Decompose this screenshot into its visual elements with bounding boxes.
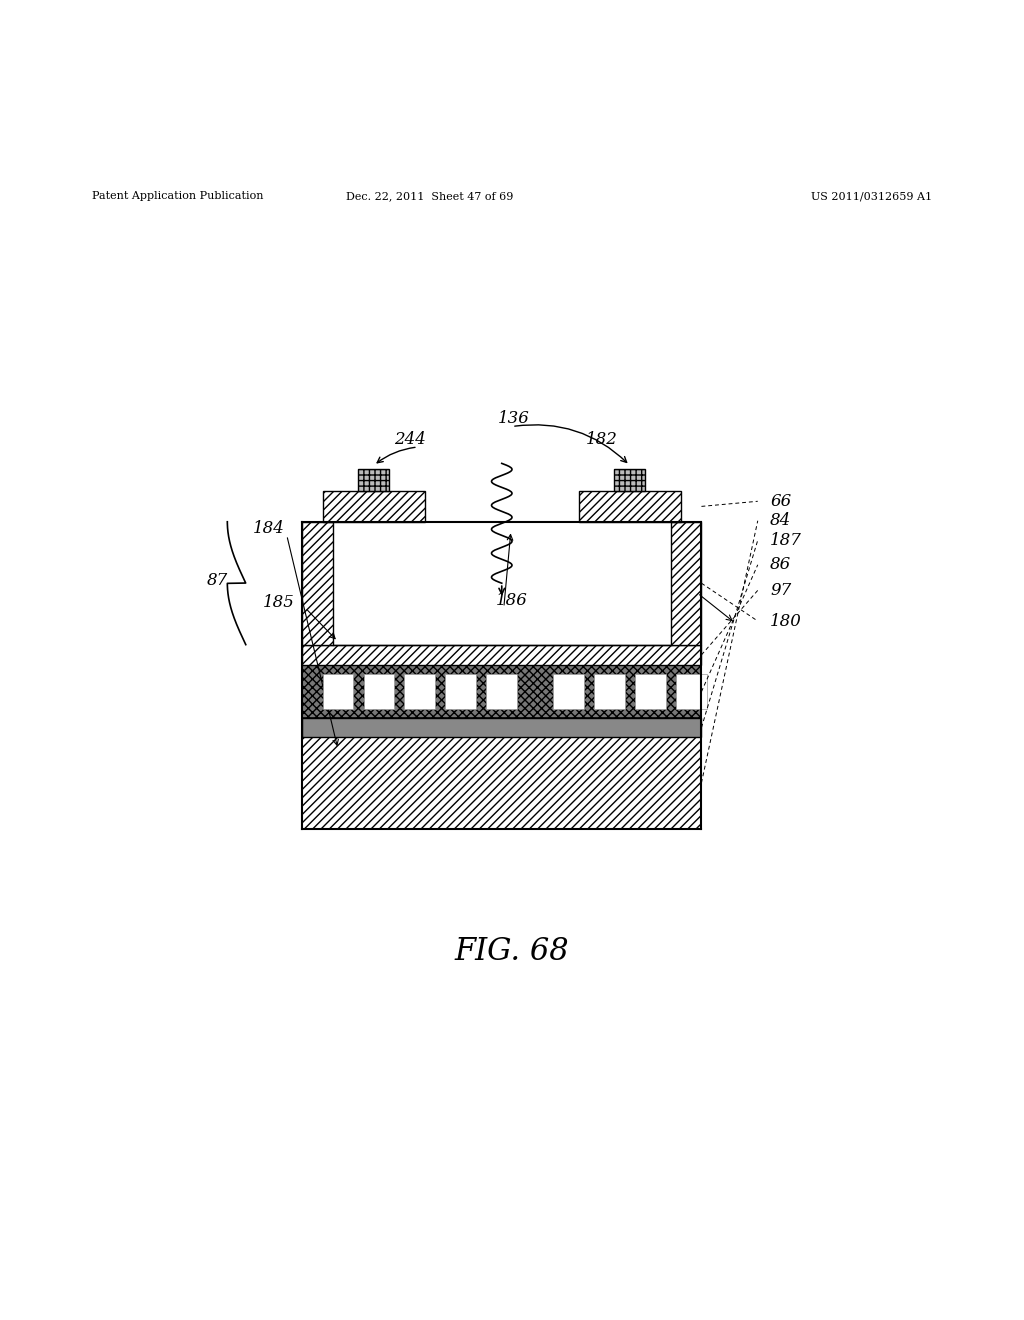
- Bar: [302, 644, 701, 665]
- Bar: [364, 675, 394, 709]
- Text: 244: 244: [393, 432, 426, 449]
- Text: 184: 184: [252, 520, 285, 537]
- Bar: [333, 521, 671, 644]
- Bar: [553, 675, 584, 709]
- Bar: [302, 737, 701, 829]
- Bar: [302, 665, 701, 718]
- Bar: [302, 718, 701, 737]
- Text: Dec. 22, 2011  Sheet 47 of 69: Dec. 22, 2011 Sheet 47 of 69: [346, 191, 514, 201]
- Bar: [404, 675, 435, 709]
- Bar: [671, 521, 701, 644]
- Bar: [579, 491, 681, 521]
- Text: 87: 87: [207, 572, 227, 589]
- Bar: [671, 521, 701, 644]
- Bar: [302, 521, 333, 644]
- Bar: [358, 469, 389, 491]
- Text: 97: 97: [770, 582, 792, 599]
- Text: Patent Application Publication: Patent Application Publication: [92, 191, 263, 201]
- Text: 84: 84: [770, 512, 792, 529]
- Text: 66: 66: [770, 492, 792, 510]
- Bar: [323, 491, 425, 521]
- Bar: [323, 491, 425, 521]
- Text: 182: 182: [586, 432, 617, 449]
- Bar: [635, 675, 666, 709]
- Text: 180: 180: [770, 612, 802, 630]
- Bar: [614, 469, 645, 491]
- Bar: [579, 491, 681, 521]
- Bar: [614, 469, 645, 491]
- Bar: [302, 665, 701, 718]
- Bar: [358, 469, 389, 491]
- Bar: [676, 675, 707, 709]
- Text: 136: 136: [498, 409, 530, 426]
- Text: 186: 186: [496, 593, 528, 609]
- Bar: [594, 675, 625, 709]
- Text: 86: 86: [770, 556, 792, 573]
- Text: 185: 185: [262, 594, 295, 611]
- Bar: [302, 737, 701, 829]
- Text: 187: 187: [770, 532, 802, 549]
- Bar: [323, 675, 353, 709]
- Bar: [445, 675, 476, 709]
- Bar: [302, 644, 701, 665]
- Text: FIG. 68: FIG. 68: [455, 936, 569, 968]
- Text: US 2011/0312659 A1: US 2011/0312659 A1: [811, 191, 932, 201]
- Bar: [302, 521, 333, 644]
- Bar: [486, 675, 517, 709]
